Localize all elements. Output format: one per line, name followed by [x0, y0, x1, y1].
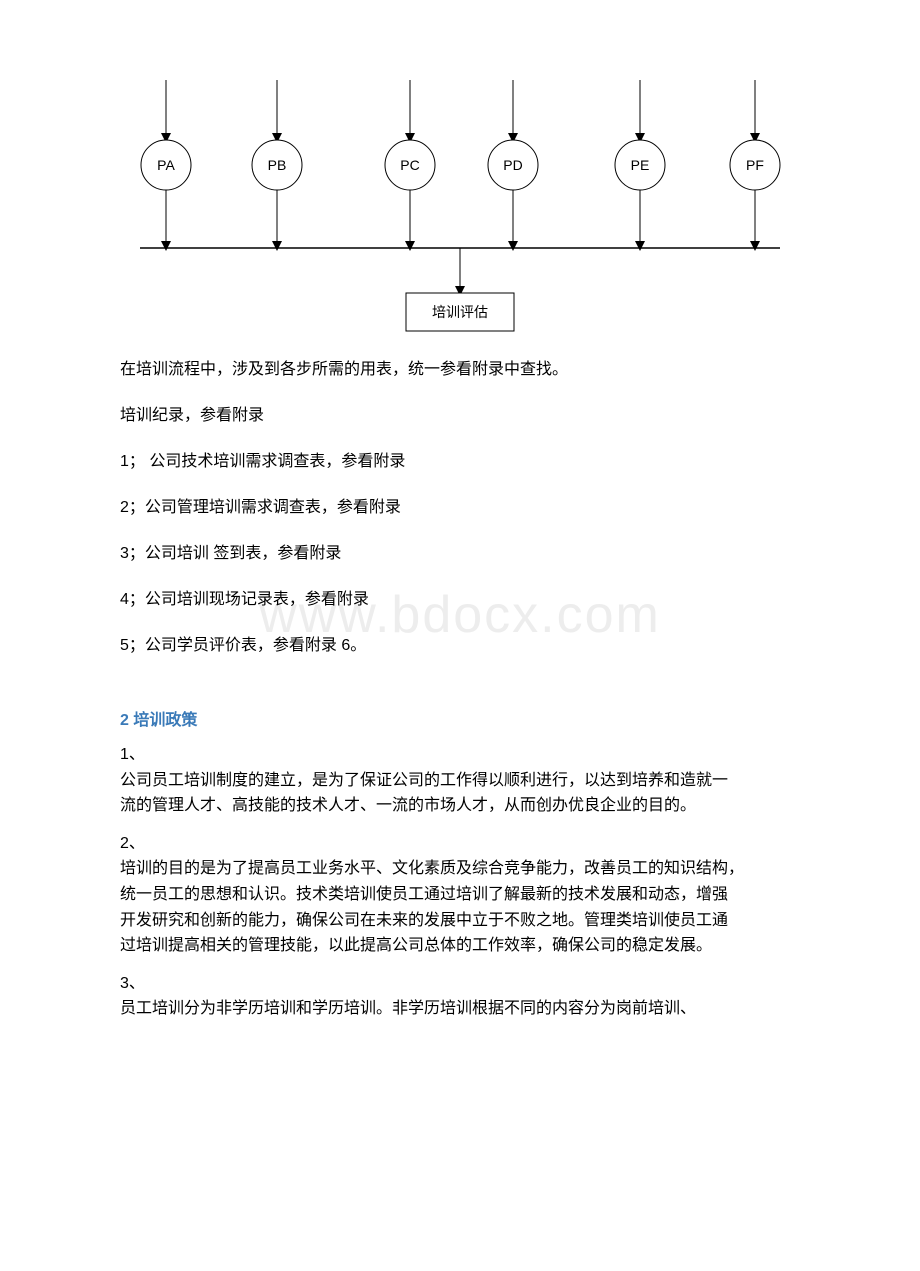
policy-item-3: 3、 员工培训分为非学历培训和学历培训。非学历培训根据不同的内容分为岗前培训、 — [120, 971, 800, 1022]
policy-line: 开发研究和创新的能力，确保公司在未来的发展中立于不败之地。管理类培训使员工通 — [120, 912, 728, 929]
policy-line: 过培训提高相关的管理技能，以此提高公司总体的工作效率，确保公司的稳定发展。 — [120, 937, 712, 954]
appendix-item-1: 1； 公司技术培训需求调查表，参看附录 — [120, 450, 800, 474]
svg-text:PF: PF — [746, 157, 764, 173]
policy-item-1: 1、 公司员工培训制度的建立，是为了保证公司的工作得以顺利进行，以达到培养和造就… — [120, 742, 800, 819]
svg-text:PA: PA — [157, 157, 175, 173]
policy-line: 员工培训分为非学历培训和学历培训。非学历培训根据不同的内容分为岗前培训、 — [120, 1000, 696, 1017]
policy-num-1: 1、 — [120, 742, 800, 768]
policy-line: 公司员工培训制度的建立，是为了保证公司的工作得以顺利进行，以达到培养和造就一 — [120, 772, 728, 789]
policy-line: 流的管理人才、高技能的技术人才、一流的市场人才，从而创办优良企业的目的。 — [120, 797, 696, 814]
svg-text:PB: PB — [268, 157, 287, 173]
appendix-item-3: 3；公司培训 签到表，参看附录 — [120, 542, 800, 566]
appendix-item-5: 5；公司学员评价表，参看附录 6。 — [120, 634, 800, 658]
svg-text:PC: PC — [400, 157, 419, 173]
policy-line: 统一员工的思想和认识。技术类培训使员工通过培训了解最新的技术发展和动态，增强 — [120, 886, 728, 903]
policy-num-2: 2、 — [120, 831, 800, 857]
svg-text:PE: PE — [631, 157, 650, 173]
policy-line: 培训的目的是为了提高员工业务水平、文化素质及综合竞争能力，改善员工的知识结构， — [120, 860, 744, 877]
appendix-item-2: 2；公司管理培训需求调查表，参看附录 — [120, 496, 800, 520]
policy-item-2: 2、 培训的目的是为了提高员工业务水平、文化素质及综合竞争能力，改善员工的知识结… — [120, 831, 800, 959]
policy-num-3: 3、 — [120, 971, 800, 997]
record-line: 培训纪录，参看附录 — [120, 404, 800, 428]
appendix-item-4: 4；公司培训现场记录表，参看附录 — [120, 588, 800, 612]
flowchart-diagram: PA PB PC PD PE PF 培训评估 — [120, 80, 800, 340]
section-heading-policy: 2 培训政策 — [120, 706, 800, 730]
flowchart-svg: PA PB PC PD PE PF 培训评估 — [120, 80, 800, 340]
intro-paragraph: 在培训流程中，涉及到各步所需的用表，统一参看附录中查找。 — [120, 358, 800, 382]
svg-text:PD: PD — [503, 157, 522, 173]
svg-text:培训评估: 培训评估 — [432, 304, 488, 320]
